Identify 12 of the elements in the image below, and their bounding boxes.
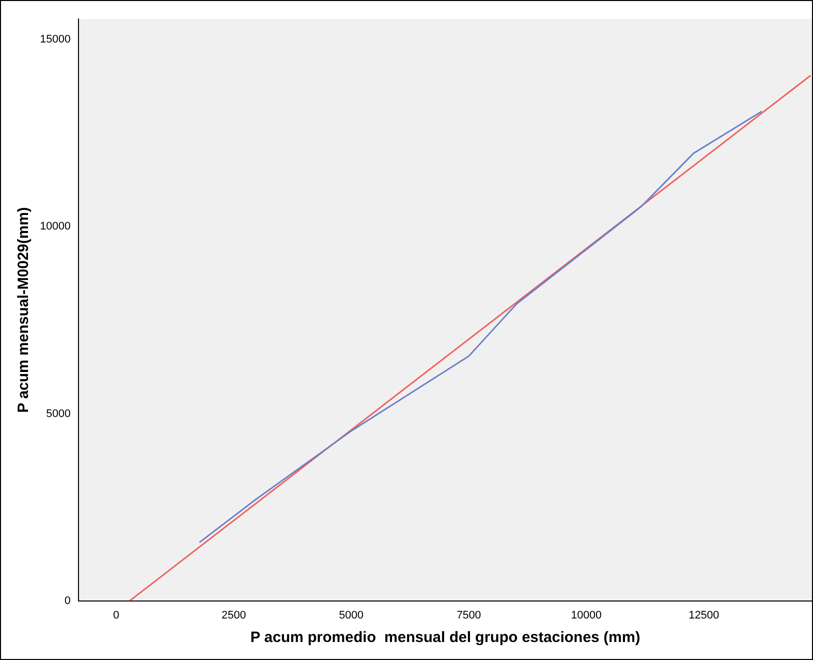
x-tick-label: 10000 bbox=[571, 609, 602, 622]
y-tick-label: 10000 bbox=[40, 220, 71, 233]
y-axis-title: P acum mensual-M0029(mm) bbox=[15, 207, 32, 413]
y-tick-label: 15000 bbox=[40, 34, 71, 46]
y-tick-label: 0 bbox=[64, 594, 71, 607]
x-tick-label: 5000 bbox=[339, 609, 364, 622]
x-tick-label: 12500 bbox=[688, 609, 720, 622]
x-tick-label: 7500 bbox=[456, 609, 482, 622]
y-tick-label: 5000 bbox=[46, 408, 71, 420]
x-tick-label: 0 bbox=[113, 609, 120, 622]
x-axis-title: P acum promedio mensual del grupo estaciones (mm) bbox=[250, 629, 640, 646]
x-tick-label: 2500 bbox=[221, 609, 246, 622]
